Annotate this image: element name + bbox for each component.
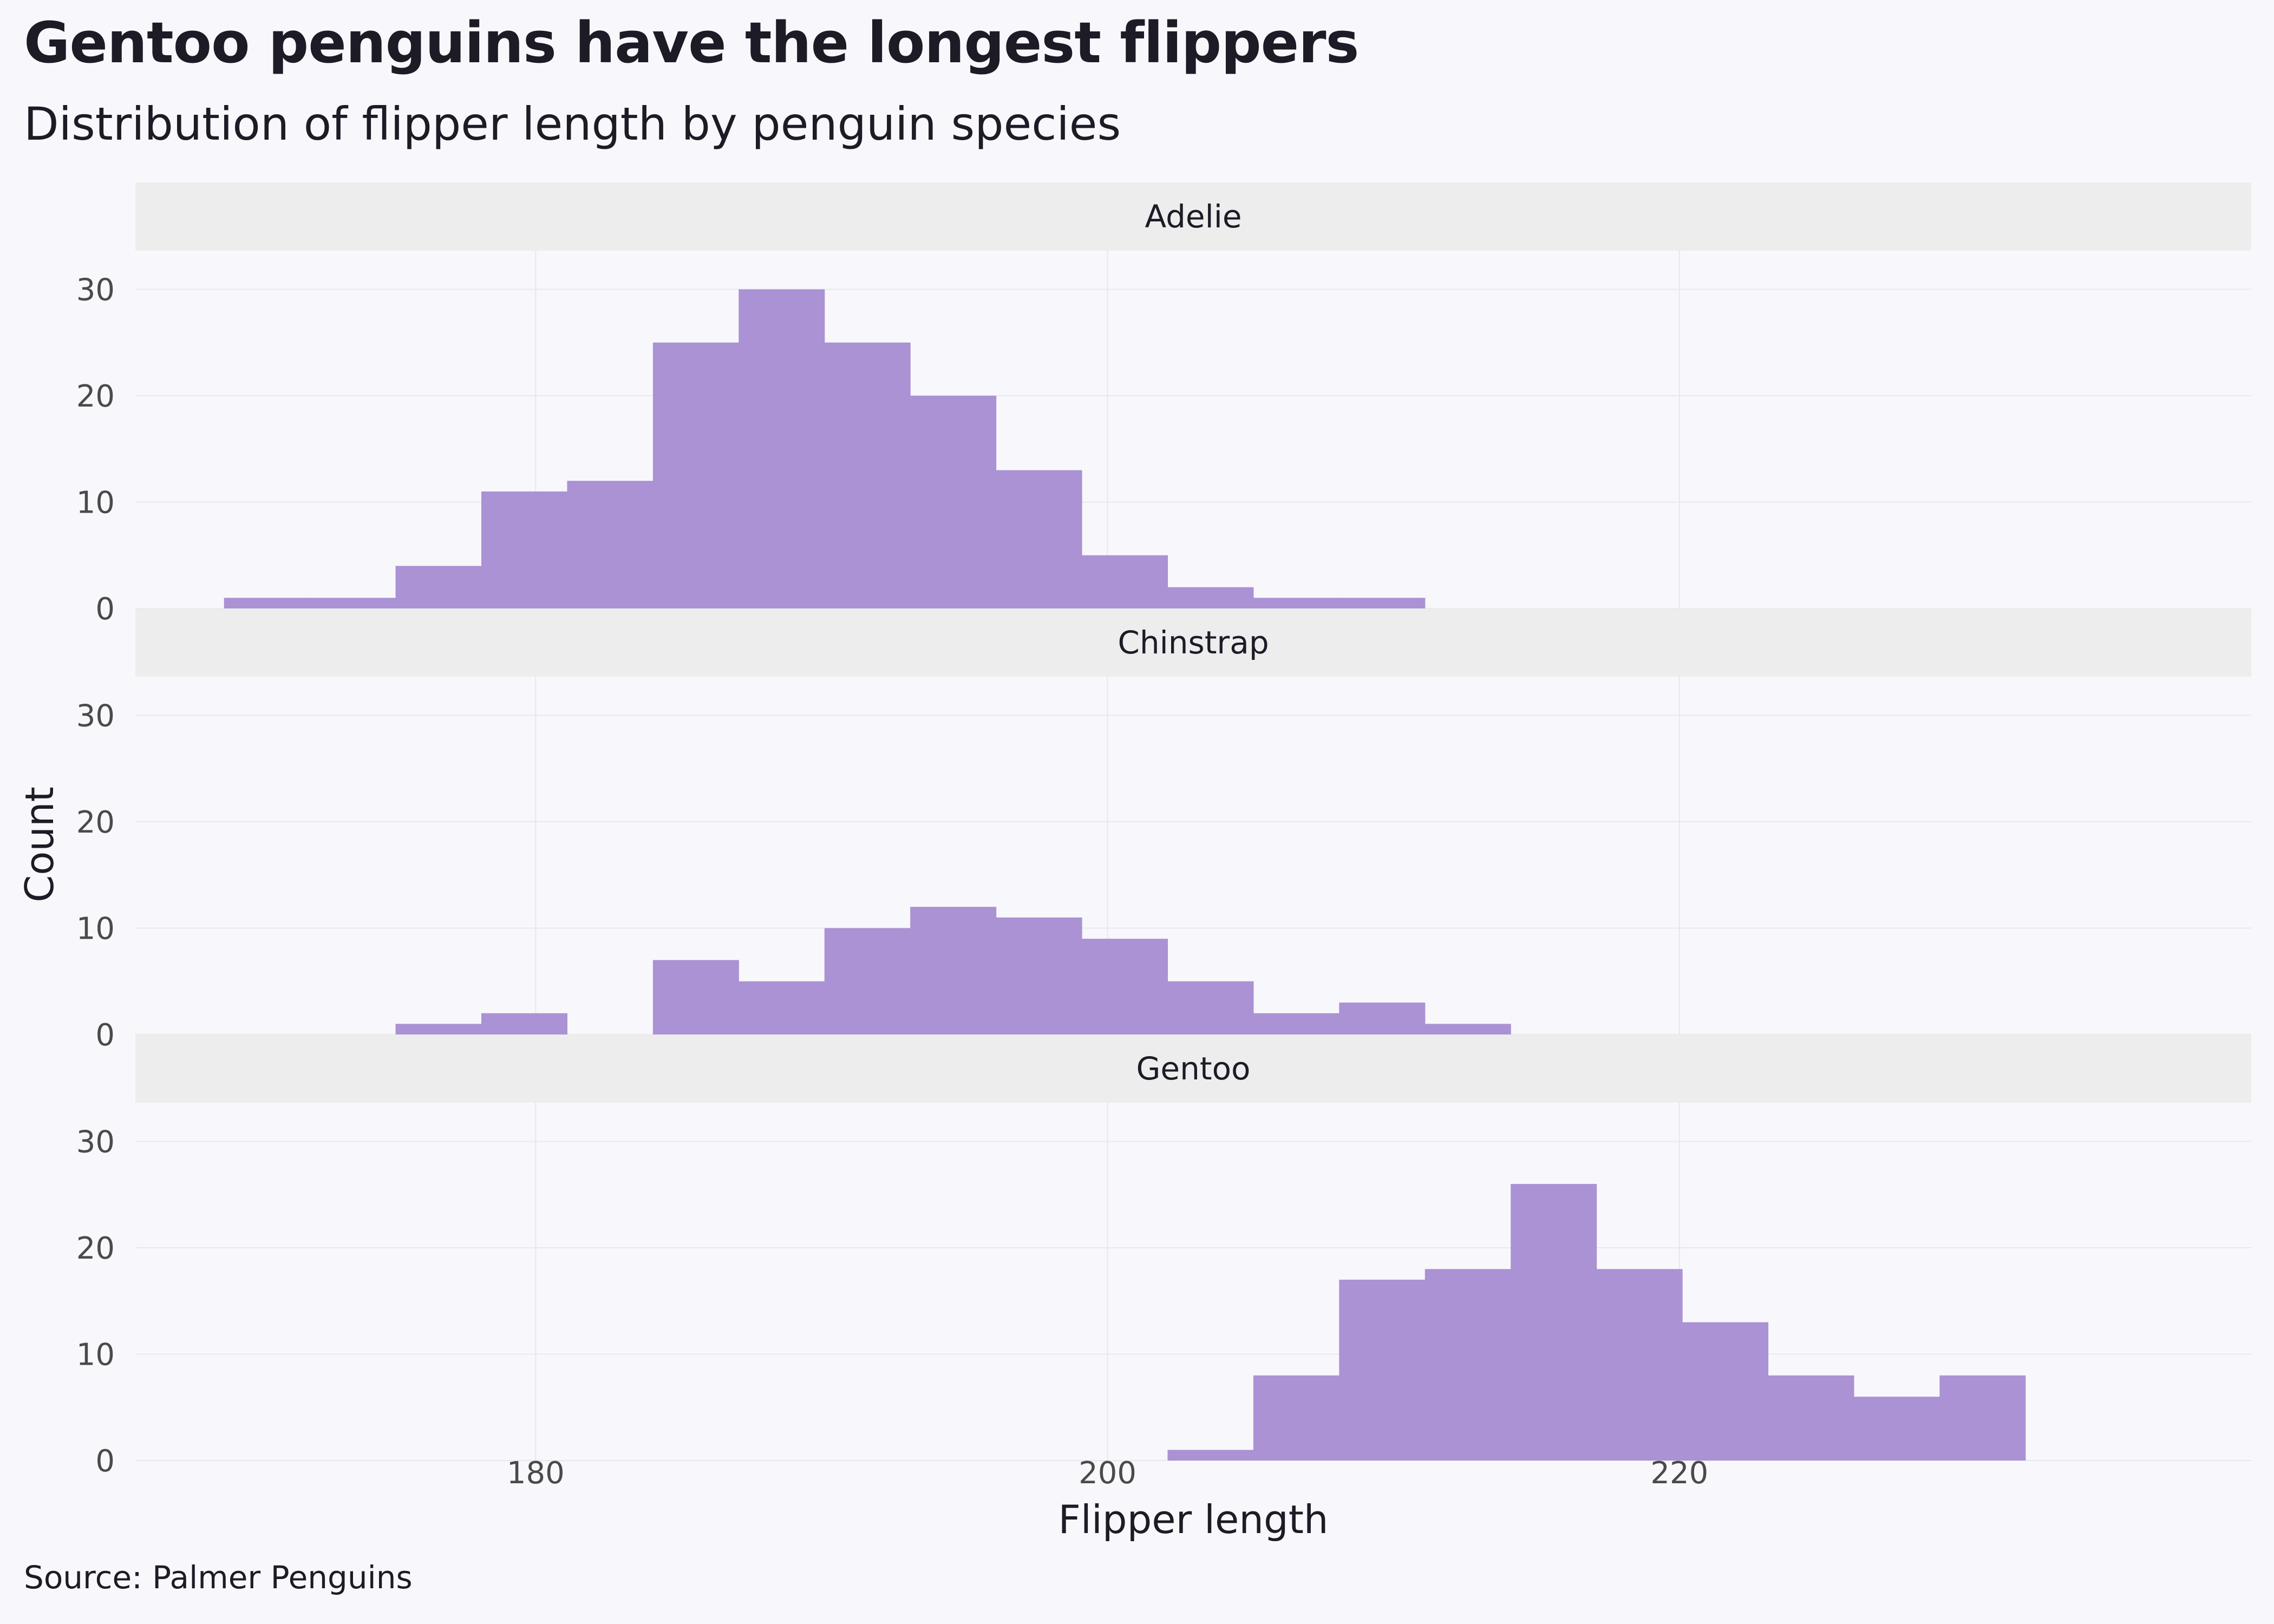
histogram-bar [1167,587,1254,608]
histogram-bar [1768,1375,1854,1461]
histogram-bar [395,1024,482,1034]
histogram-bar [824,928,911,1034]
histogram-bar [824,342,911,608]
x-axis-title: Flipper length [1058,1497,1328,1542]
histogram-bar [567,481,654,608]
source-note: Source: Palmer Penguins [24,1559,413,1596]
histogram-bar [1596,1269,1683,1461]
chart-title: Gentoo penguins have the longest flipper… [24,10,1359,76]
y-tick-label: 20 [76,1231,115,1266]
histogram-bar [481,1013,568,1034]
y-tick-label: 10 [76,912,115,947]
histogram-bar [1853,1397,1940,1461]
y-tick-label: 30 [76,1125,115,1160]
histogram-bar [481,491,568,608]
facet-strip [135,608,2251,677]
histogram-bar [310,598,396,608]
histogram-bar [1082,555,1168,608]
x-tick-label: 180 [507,1456,565,1491]
histogram-bar [1167,981,1254,1034]
histogram-bar [1339,1279,1426,1461]
y-tick-label: 0 [95,1018,115,1053]
histogram-bar [1082,939,1168,1034]
histogram-bar [1339,598,1426,608]
histogram-bar [1939,1375,2026,1461]
histogram-bar [1424,1269,1511,1461]
facet-label: Gentoo [1136,1050,1250,1087]
histogram-bar [1339,1003,1426,1034]
x-tick-label: 220 [1650,1456,1708,1491]
chart-subtitle: Distribution of flipper length by pengui… [24,97,1121,150]
y-axis-title: Count [17,787,62,902]
histogram-bar [1253,598,1339,608]
facet-strip [135,182,2251,251]
y-tick-label: 20 [76,379,115,414]
histogram-bar [996,917,1082,1034]
histogram-bar [1682,1322,1769,1461]
histogram-bar [739,289,825,608]
histogram-bar [224,598,310,608]
x-tick-label: 200 [1079,1456,1136,1491]
y-tick-label: 30 [76,699,115,734]
histogram-bar [739,981,825,1034]
histogram-bar [1167,1450,1254,1461]
facet-strip [135,1034,2251,1103]
histogram-bar [910,396,997,608]
y-tick-label: 0 [95,1444,115,1479]
histogram-bar [652,342,739,608]
y-tick-label: 10 [76,486,115,521]
y-tick-label: 0 [95,592,115,627]
histogram-bar [1424,1024,1511,1034]
facet-label: Adelie [1145,198,1241,235]
y-tick-label: 30 [76,273,115,308]
y-tick-label: 20 [76,805,115,840]
histogram-bar [1253,1375,1339,1461]
histogram-bar [652,960,739,1034]
histogram-bar [996,470,1082,608]
histogram-bar [1253,1013,1339,1034]
y-tick-label: 10 [76,1338,115,1373]
histogram-bar [910,907,997,1034]
histogram-bar [1511,1184,1597,1461]
histogram-bar [395,566,482,608]
facet-label: Chinstrap [1118,624,1269,661]
